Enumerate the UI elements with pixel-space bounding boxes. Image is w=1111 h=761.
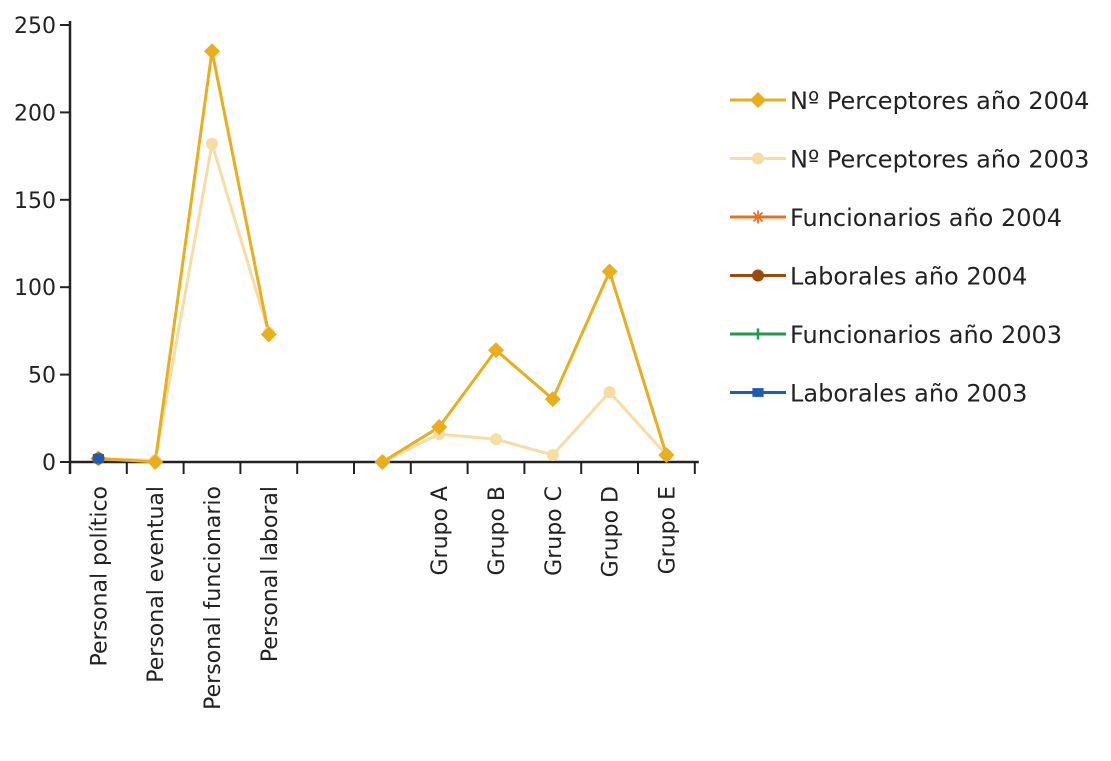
data-point	[603, 386, 616, 399]
legend-item: Laborales año 2004	[730, 263, 1027, 291]
legend-label: Laborales año 2003	[790, 380, 1027, 408]
legend-item: Funcionarios año 2004	[730, 204, 1062, 232]
legend: Nº Perceptores año 2004 Nº Perceptores añ…	[730, 87, 1089, 408]
data-point	[601, 263, 618, 280]
data-point	[374, 454, 391, 470]
series-line	[381, 390, 668, 464]
series-line	[98, 142, 271, 462]
y-tick-label: 200	[14, 101, 56, 126]
data-point	[92, 454, 104, 463]
legend-label: Funcionarios año 2004	[790, 204, 1062, 232]
x-tick-label: Personal eventual	[144, 486, 169, 683]
x-tick-label: Grupo E	[655, 486, 680, 574]
x-tick-label: Personal laboral	[258, 486, 283, 662]
legend-marker	[750, 92, 766, 108]
y-tick-label: 0	[42, 451, 56, 476]
x-tick-label: Grupo D	[599, 486, 624, 577]
legend-marker	[752, 388, 764, 397]
x-tick-label: Personal funcionario	[201, 486, 226, 710]
x-tick-label: Grupo A	[428, 486, 453, 576]
data-point	[658, 447, 675, 464]
series-lines	[98, 49, 668, 464]
data-point	[490, 433, 502, 446]
y-tick-label: 150	[14, 189, 56, 214]
data-point	[544, 391, 561, 408]
legend-label: Nº Perceptores año 2003	[790, 146, 1089, 174]
legend-label: Nº Perceptores año 2004	[790, 87, 1089, 115]
x-tick-label: Personal político	[87, 486, 112, 666]
data-point	[204, 43, 220, 60]
legend-label: Laborales año 2004	[790, 263, 1027, 291]
data-point	[260, 326, 277, 343]
marker-stroke	[752, 211, 764, 223]
data-point	[431, 419, 448, 436]
legend-item: Funcionarios año 2003	[730, 321, 1062, 349]
series-markers	[90, 43, 675, 470]
legend-item: Nº Perceptores año 2003	[730, 146, 1089, 174]
y-tick-label: 50	[28, 364, 56, 389]
legend-marker	[752, 152, 764, 165]
legend-marker	[752, 269, 764, 282]
x-axis-ticks: Personal político Personal eventual Person…	[69, 462, 696, 710]
series-line	[98, 49, 271, 464]
series-line	[381, 269, 668, 464]
x-tick-label: Grupo C	[542, 486, 567, 576]
y-tick-label: 100	[14, 276, 56, 301]
y-tick-label: 250	[14, 14, 56, 39]
legend-label: Funcionarios año 2003	[790, 321, 1062, 349]
data-point	[488, 342, 504, 359]
legend-item: Nº Perceptores año 2004	[730, 87, 1089, 115]
legend-marker	[751, 210, 765, 224]
x-tick-label: Grupo B	[485, 486, 510, 576]
data-point	[546, 449, 559, 462]
y-axis-ticks: 0 50 100 150 200 250	[14, 14, 70, 476]
data-point	[206, 137, 218, 150]
legend-item: Laborales año 2003	[730, 380, 1027, 408]
data-point	[147, 454, 164, 470]
